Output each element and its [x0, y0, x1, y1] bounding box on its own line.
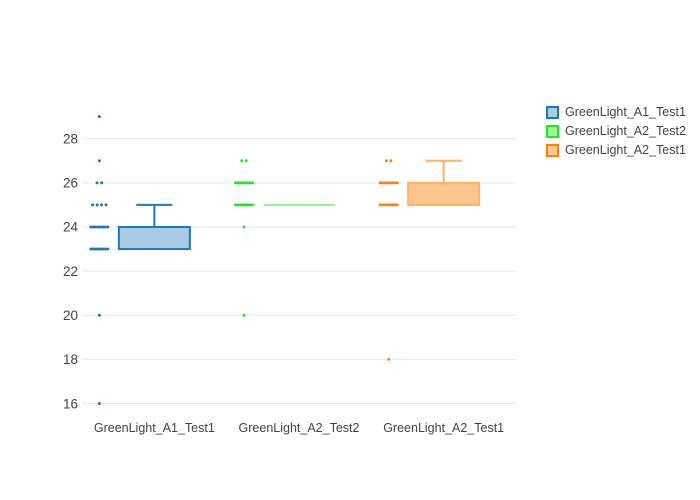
- legend-swatch-icon: [546, 125, 559, 138]
- y-tick-label: 28: [63, 131, 78, 146]
- y-tick-label: 24: [63, 220, 79, 235]
- data-point: [390, 203, 394, 207]
- data-point: [91, 247, 95, 251]
- data-point: [251, 181, 254, 185]
- data-point: [387, 357, 391, 361]
- data-point: [234, 181, 237, 185]
- data-point: [101, 225, 105, 229]
- data-point: [89, 225, 93, 229]
- data-point: [243, 203, 247, 207]
- data-point: [96, 225, 100, 229]
- data-point: [383, 203, 387, 207]
- data-point: [100, 181, 104, 185]
- data-point: [99, 247, 103, 251]
- x-tick-label: GreenLight_A2_Test1: [383, 421, 504, 435]
- data-point: [238, 203, 242, 207]
- data-point: [236, 181, 240, 185]
- data-point: [390, 181, 394, 185]
- data-point: [240, 159, 244, 163]
- data-point: [381, 203, 385, 207]
- legend-label: GreenLight_A2_Test2: [565, 124, 686, 138]
- data-point: [244, 159, 248, 163]
- data-point: [97, 159, 101, 163]
- data-point: [103, 225, 107, 229]
- data-point: [97, 115, 101, 119]
- data-point: [241, 181, 245, 185]
- data-point: [94, 225, 98, 229]
- data-point: [95, 203, 99, 207]
- data-point: [395, 181, 399, 185]
- data-point: [389, 159, 393, 163]
- data-point: [236, 203, 240, 207]
- data-point: [385, 203, 389, 207]
- data-point: [393, 203, 397, 207]
- data-point: [97, 402, 101, 406]
- data-point: [106, 225, 110, 229]
- data-point: [106, 247, 110, 251]
- data-point: [96, 247, 100, 251]
- data-point: [242, 313, 246, 317]
- data-point: [378, 181, 382, 185]
- data-point: [395, 203, 399, 207]
- data-point: [383, 181, 387, 185]
- y-tick-label: 26: [63, 176, 78, 191]
- data-point: [89, 247, 93, 251]
- y-tick-label: 20: [63, 308, 78, 323]
- data-point: [248, 203, 252, 207]
- data-point: [393, 181, 397, 185]
- data-point: [241, 203, 245, 207]
- data-point: [242, 225, 246, 229]
- data-point: [248, 181, 252, 185]
- data-point: [238, 181, 242, 185]
- legend-swatch-icon: [546, 106, 559, 119]
- legend-label: GreenLight_A1_Test1: [565, 105, 686, 119]
- data-point: [246, 203, 250, 207]
- data-point: [251, 203, 254, 207]
- data-point: [246, 181, 250, 185]
- legend-label: GreenLight_A2_Test1: [565, 143, 686, 157]
- data-point: [384, 159, 388, 163]
- data-point: [97, 313, 101, 317]
- box-body: [117, 225, 191, 251]
- legend-item-GreenLight_A1_Test1[interactable]: GreenLight_A1_Test1: [546, 103, 686, 122]
- data-point: [95, 181, 99, 185]
- box-body: [407, 181, 481, 206]
- x-tick-label: GreenLight_A1_Test1: [94, 421, 215, 435]
- y-tick-label: 16: [63, 396, 78, 411]
- data-point: [388, 203, 392, 207]
- data-point: [388, 181, 392, 185]
- data-point: [243, 181, 247, 185]
- data-point: [104, 203, 108, 207]
- y-tick-label: 18: [63, 352, 78, 367]
- y-tick-label: 22: [63, 264, 78, 279]
- data-point: [100, 203, 104, 207]
- data-point: [99, 225, 103, 229]
- data-point: [234, 203, 237, 207]
- data-point: [385, 181, 389, 185]
- legend-item-GreenLight_A2_Test1[interactable]: GreenLight_A2_Test1: [546, 141, 686, 160]
- x-tick-label: GreenLight_A2_Test2: [239, 421, 360, 435]
- data-point: [91, 225, 95, 229]
- data-point: [381, 181, 385, 185]
- data-point: [103, 247, 107, 251]
- data-point: [94, 247, 98, 251]
- legend-item-GreenLight_A2_Test2[interactable]: GreenLight_A2_Test2: [546, 122, 686, 141]
- legend-swatch-icon: [546, 144, 559, 157]
- data-point: [91, 203, 95, 207]
- data-point: [378, 203, 382, 207]
- data-point: [101, 247, 105, 251]
- legend: GreenLight_A1_Test1 GreenLight_A2_Test2 Gr…: [546, 103, 686, 160]
